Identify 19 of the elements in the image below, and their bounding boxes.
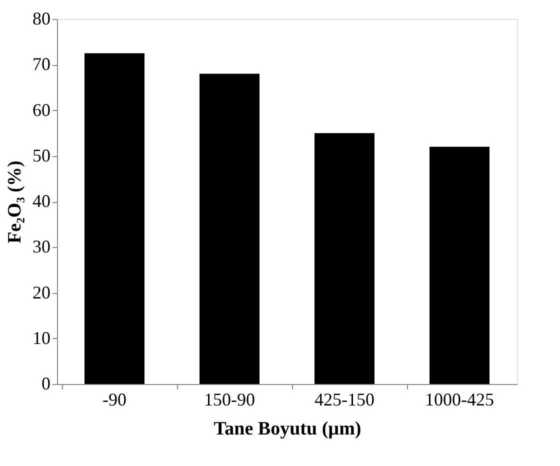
y-tick-label: 60	[32, 100, 50, 120]
y-tick-label: 10	[32, 328, 50, 348]
y-axis-title: Fe₂O₃ (%)	[4, 160, 26, 244]
y-tick-label: 70	[32, 54, 50, 74]
x-axis-title: Tane Boyutu (µm)	[214, 418, 362, 440]
y-tick-label: 30	[32, 236, 50, 257]
y-tick-label: 50	[32, 145, 50, 166]
y-tick-label: 0	[42, 374, 50, 394]
x-tick-label: 150-90	[204, 390, 255, 410]
y-tick-label: 20	[32, 282, 50, 302]
bar	[430, 146, 490, 384]
x-tick-label: 425-150	[314, 390, 374, 410]
bar	[200, 74, 260, 384]
bar	[314, 133, 374, 384]
bar	[84, 53, 144, 384]
x-tick-label: 1000-425	[425, 390, 494, 410]
x-tick-label: -90	[102, 390, 126, 410]
y-tick-label: 80	[32, 8, 50, 28]
y-tick-label: 40	[32, 191, 50, 211]
